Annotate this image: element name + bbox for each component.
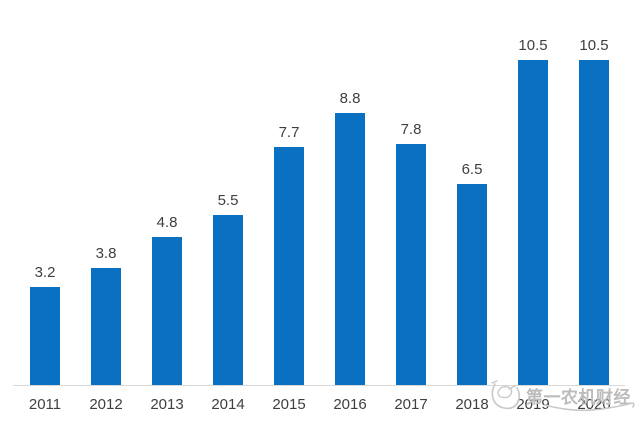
x-tick-label: 2017 [394, 396, 428, 413]
bar-value-label: 3.8 [95, 245, 117, 262]
bar [518, 60, 548, 386]
watermark-underline-swoosh [544, 402, 635, 412]
bar [152, 237, 182, 386]
x-tick-label: 2014 [211, 396, 245, 413]
bar-value-label: 4.8 [156, 214, 178, 231]
x-tick-label: 2019 [516, 396, 550, 413]
x-tick-label: 2013 [150, 396, 184, 413]
bar-value-label: 6.5 [461, 161, 483, 178]
bar [274, 147, 304, 386]
bar-value-label: 10.5 [579, 37, 609, 54]
bar [335, 113, 365, 386]
bar-value-label: 5.5 [217, 192, 239, 209]
bar-value-label: 7.8 [400, 121, 422, 138]
bar [579, 60, 609, 386]
x-tick-label: 2012 [89, 396, 123, 413]
bar [457, 184, 487, 386]
bar-value-label: 8.8 [339, 90, 361, 107]
x-tick-label: 2015 [272, 396, 306, 413]
x-tick-label: 2018 [455, 396, 489, 413]
x-tick-label: 2011 [28, 396, 62, 413]
bar-value-label: 3.2 [34, 264, 56, 281]
scribble-bird-circle-icon [491, 380, 521, 410]
x-tick-label: 2016 [333, 396, 367, 413]
watermark-text: 第一农机财经 [526, 388, 631, 407]
bar-value-label: 10.5 [518, 37, 548, 54]
bar [91, 268, 121, 386]
bar [213, 215, 243, 386]
x-axis-line [13, 385, 625, 386]
watermark: 第一农机财经 [486, 377, 640, 421]
bar [30, 287, 60, 386]
bar-value-label: 7.7 [278, 124, 300, 141]
bar [396, 144, 426, 386]
